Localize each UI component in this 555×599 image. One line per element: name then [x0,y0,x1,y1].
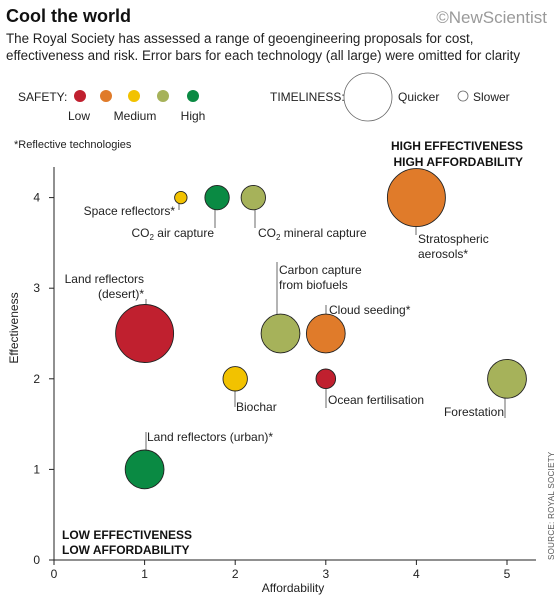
chart-title: Cool the world [6,6,131,26]
bubble-label-carbon-capture-from-biofuels: Carbon capture [279,263,362,277]
corner-bottom-left-line2: LOW AFFORDABILITY [62,543,190,557]
bubble-labels: Space reflectors* CO2 air capture CO2 mine… [65,204,504,444]
corner-top-right-line2: HIGH AFFORDABILITY [393,155,523,169]
legend-swatch-high-green [187,90,199,102]
y-tick-label: 1 [33,462,40,476]
bubble-label-space-reflectors: Space reflectors* [84,204,176,218]
safety-legend-label: SAFETY: [18,90,67,104]
bubble-space-reflectors [174,190,188,205]
x-axis-label: Affordability [262,581,324,595]
bubble-carbon-capture-from-biofuels [260,313,301,354]
x-tick-label: 2 [232,567,239,581]
legend-level-low: Low [68,109,90,123]
legend-size-slower [457,90,469,102]
bubble-label-cloud-seeding: Cloud seeding* [329,303,411,317]
x-tick-label: 0 [51,567,58,581]
timeliness-legend-label: TIMELINESS: [270,90,345,104]
x-tick-label: 3 [322,567,329,581]
legend: SAFETY: Low Medium High TIMELINESS: Quic… [18,72,510,123]
y-tick-label: 0 [33,553,40,567]
bubble-label-co2-mineral-capture: CO2 mineral capture [258,226,367,242]
bubble-label-land-reflectors-desert: Land reflectors [65,272,144,286]
y-tick-label: 2 [33,372,40,386]
brand-logo: ©NewScientist [436,8,547,27]
bubble-label-ocean-fertilisation: Ocean fertilisation [328,393,424,407]
x-tick-label: 4 [413,567,420,581]
bubble-co2-mineral-capture [240,184,266,211]
legend-swatch-low-red [74,90,86,102]
corner-top-right-line1: HIGH EFFECTIVENESS [391,139,523,153]
legend-slower-label: Slower [473,90,510,104]
bubble-label-co2-air-capture: CO2 air capture [132,226,215,242]
y-axis-label: Effectiveness [7,292,21,363]
bubble-label-biochar: Biochar [236,400,277,414]
x-ticks: 0 1 2 3 4 5 [51,560,511,581]
bubble-stratospheric-aerosols [386,168,446,228]
bubble-biochar [222,366,248,392]
bubbles [115,168,527,490]
bubble-label-land-reflectors-urban: Land reflectors (urban)* [147,430,273,444]
legend-level-medium: Medium [114,109,157,123]
label-leaders [145,203,506,453]
legend-level-high: High [181,109,206,123]
bubble-label-carbon-capture-from-biofuels: from biofuels [279,278,348,292]
legend-swatch-low-orange [100,90,112,102]
bubble-label-land-reflectors-desert: (desert)* [98,287,144,301]
legend-swatch-medium-olive [157,90,169,102]
chart-subtitle: The Royal Society has assessed a range o… [6,31,521,63]
reflective-note: *Reflective technologies [14,139,132,151]
bubble-land-reflectors-desert [115,304,175,363]
y-tick-label: 3 [33,281,40,295]
bubble-co2-air-capture [204,184,230,211]
y-tick-label: 4 [33,191,40,205]
corner-bottom-left-line1: LOW EFFECTIVENESS [62,528,192,542]
corner-labels: HIGH EFFECTIVENESS HIGH AFFORDABILITY LO… [62,139,523,557]
axes: 0 1 2 3 4 5 0 1 2 3 4 Affordability Effectiveness [7,167,536,595]
bubble-forestation [487,358,527,399]
bubble-label-forestation: Forestation [444,405,504,419]
bubble-land-reflectors-urban [124,449,165,490]
bubble-ocean-fertilisation [315,368,337,390]
legend-swatch-medium-yellow [128,90,140,102]
y-ticks: 0 1 2 3 4 [33,191,54,567]
bubble-label-stratospheric-aerosols: aerosols* [418,247,468,261]
bubble-label-stratospheric-aerosols: Stratospheric [418,232,489,246]
legend-quicker-label: Quicker [398,90,439,104]
x-tick-label: 5 [504,567,511,581]
bubble-cloud-seeding [305,313,346,354]
legend-size-quicker [343,72,393,122]
x-tick-label: 1 [141,567,148,581]
